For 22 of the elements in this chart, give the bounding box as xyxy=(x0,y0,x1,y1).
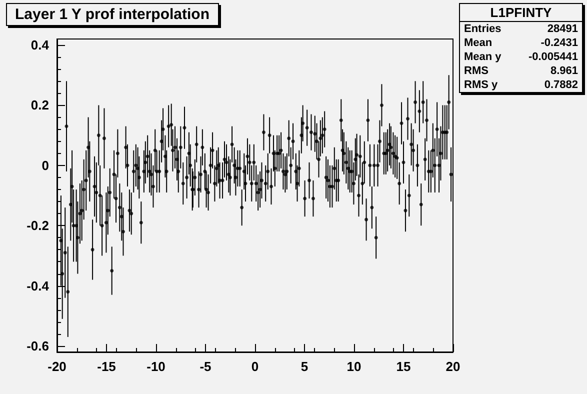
y-tick-label: 0.4 xyxy=(30,38,50,53)
x-tick-label: 15 xyxy=(396,359,411,374)
text: RMS y 0.7882 xyxy=(464,79,578,91)
text: Mean y -0.005441 xyxy=(464,51,578,63)
x-tick-label: -20 xyxy=(48,359,66,374)
x-tick-label: 5 xyxy=(300,359,308,374)
x-tick-label: -5 xyxy=(200,359,212,374)
x-tick-label: -15 xyxy=(97,359,116,374)
text: Mean -0.2431 xyxy=(464,37,578,49)
y-tick-label: -0.4 xyxy=(26,278,50,294)
x-tick-label: -10 xyxy=(146,359,166,374)
text: Entries 28491 xyxy=(464,23,578,35)
y-tick-label: -0.2 xyxy=(26,218,49,234)
text: RMS 8.961 xyxy=(464,65,578,77)
x-tick-label: 20 xyxy=(446,359,460,374)
x-tick-label: 0 xyxy=(251,359,259,374)
chart-title: Layer 1 Y prof interpolation xyxy=(6,3,218,26)
y-tick-label: 0.2 xyxy=(30,98,49,113)
y-tick-label: -0.6 xyxy=(26,338,49,354)
text: L1PFINTY xyxy=(460,4,582,22)
x-tick-label: 10 xyxy=(346,359,362,374)
y-tick-label: 0 xyxy=(42,158,49,173)
